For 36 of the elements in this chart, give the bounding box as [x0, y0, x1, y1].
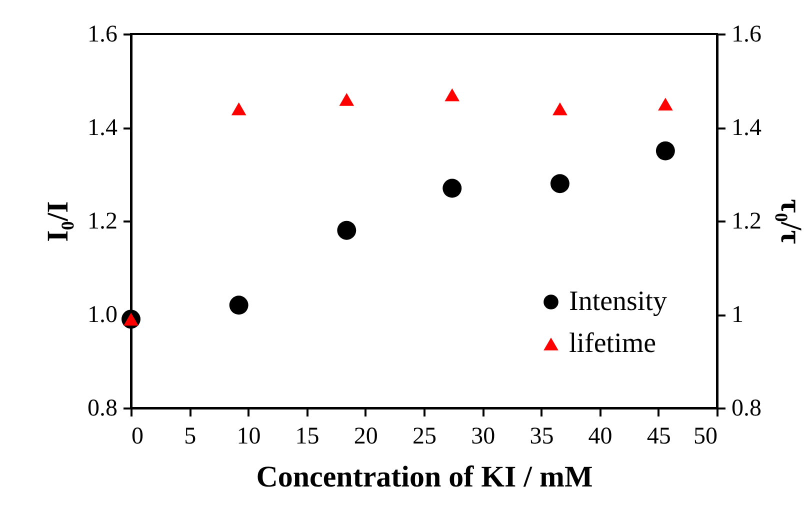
- legend-label: lifetime: [569, 328, 656, 359]
- legend-label: Intensity: [569, 286, 667, 317]
- point: [444, 88, 460, 102]
- y-tick-label: 1.4: [88, 115, 118, 141]
- x-tick-label: 30: [471, 424, 496, 450]
- y-tick-label: 1.2: [88, 208, 118, 234]
- point: [550, 174, 570, 194]
- point: [656, 141, 675, 160]
- y2-tick-label: 1.6: [732, 22, 762, 48]
- y-tick-label: 1.6: [88, 22, 118, 48]
- y2-tick-label: 1: [732, 302, 744, 328]
- y2-tick-label: 1.4: [732, 115, 762, 141]
- x-tick-label: 40: [588, 424, 612, 450]
- x-tick-label: 45: [646, 424, 671, 450]
- x-tick-label: 5: [184, 424, 196, 450]
- x-tick-label: 35: [530, 424, 554, 450]
- x-tick-label: 20: [354, 424, 378, 450]
- x-tick-label: 10: [236, 424, 261, 450]
- y2-axis-title: τ₀/τ: [774, 199, 806, 244]
- y-tick-label: 1.0: [88, 302, 118, 328]
- point: [229, 296, 248, 315]
- y2-tick-label: 0.8: [732, 396, 762, 422]
- point: [658, 98, 673, 111]
- x-tick-label: 15: [295, 424, 320, 450]
- y-axis-title: I₀/I: [42, 201, 74, 242]
- point: [442, 178, 462, 198]
- y2-tick-label: 1.2: [732, 208, 762, 234]
- x-tick-label: 25: [412, 424, 436, 450]
- point: [339, 93, 354, 106]
- x-tick-label: 0: [132, 424, 144, 450]
- point: [231, 102, 246, 116]
- y-tick-label: 0.8: [88, 396, 118, 422]
- x-axis-title: Concentration of KI / mM: [256, 460, 593, 494]
- point: [337, 220, 356, 240]
- x-tick-label: 50: [694, 424, 718, 450]
- point: [552, 102, 568, 116]
